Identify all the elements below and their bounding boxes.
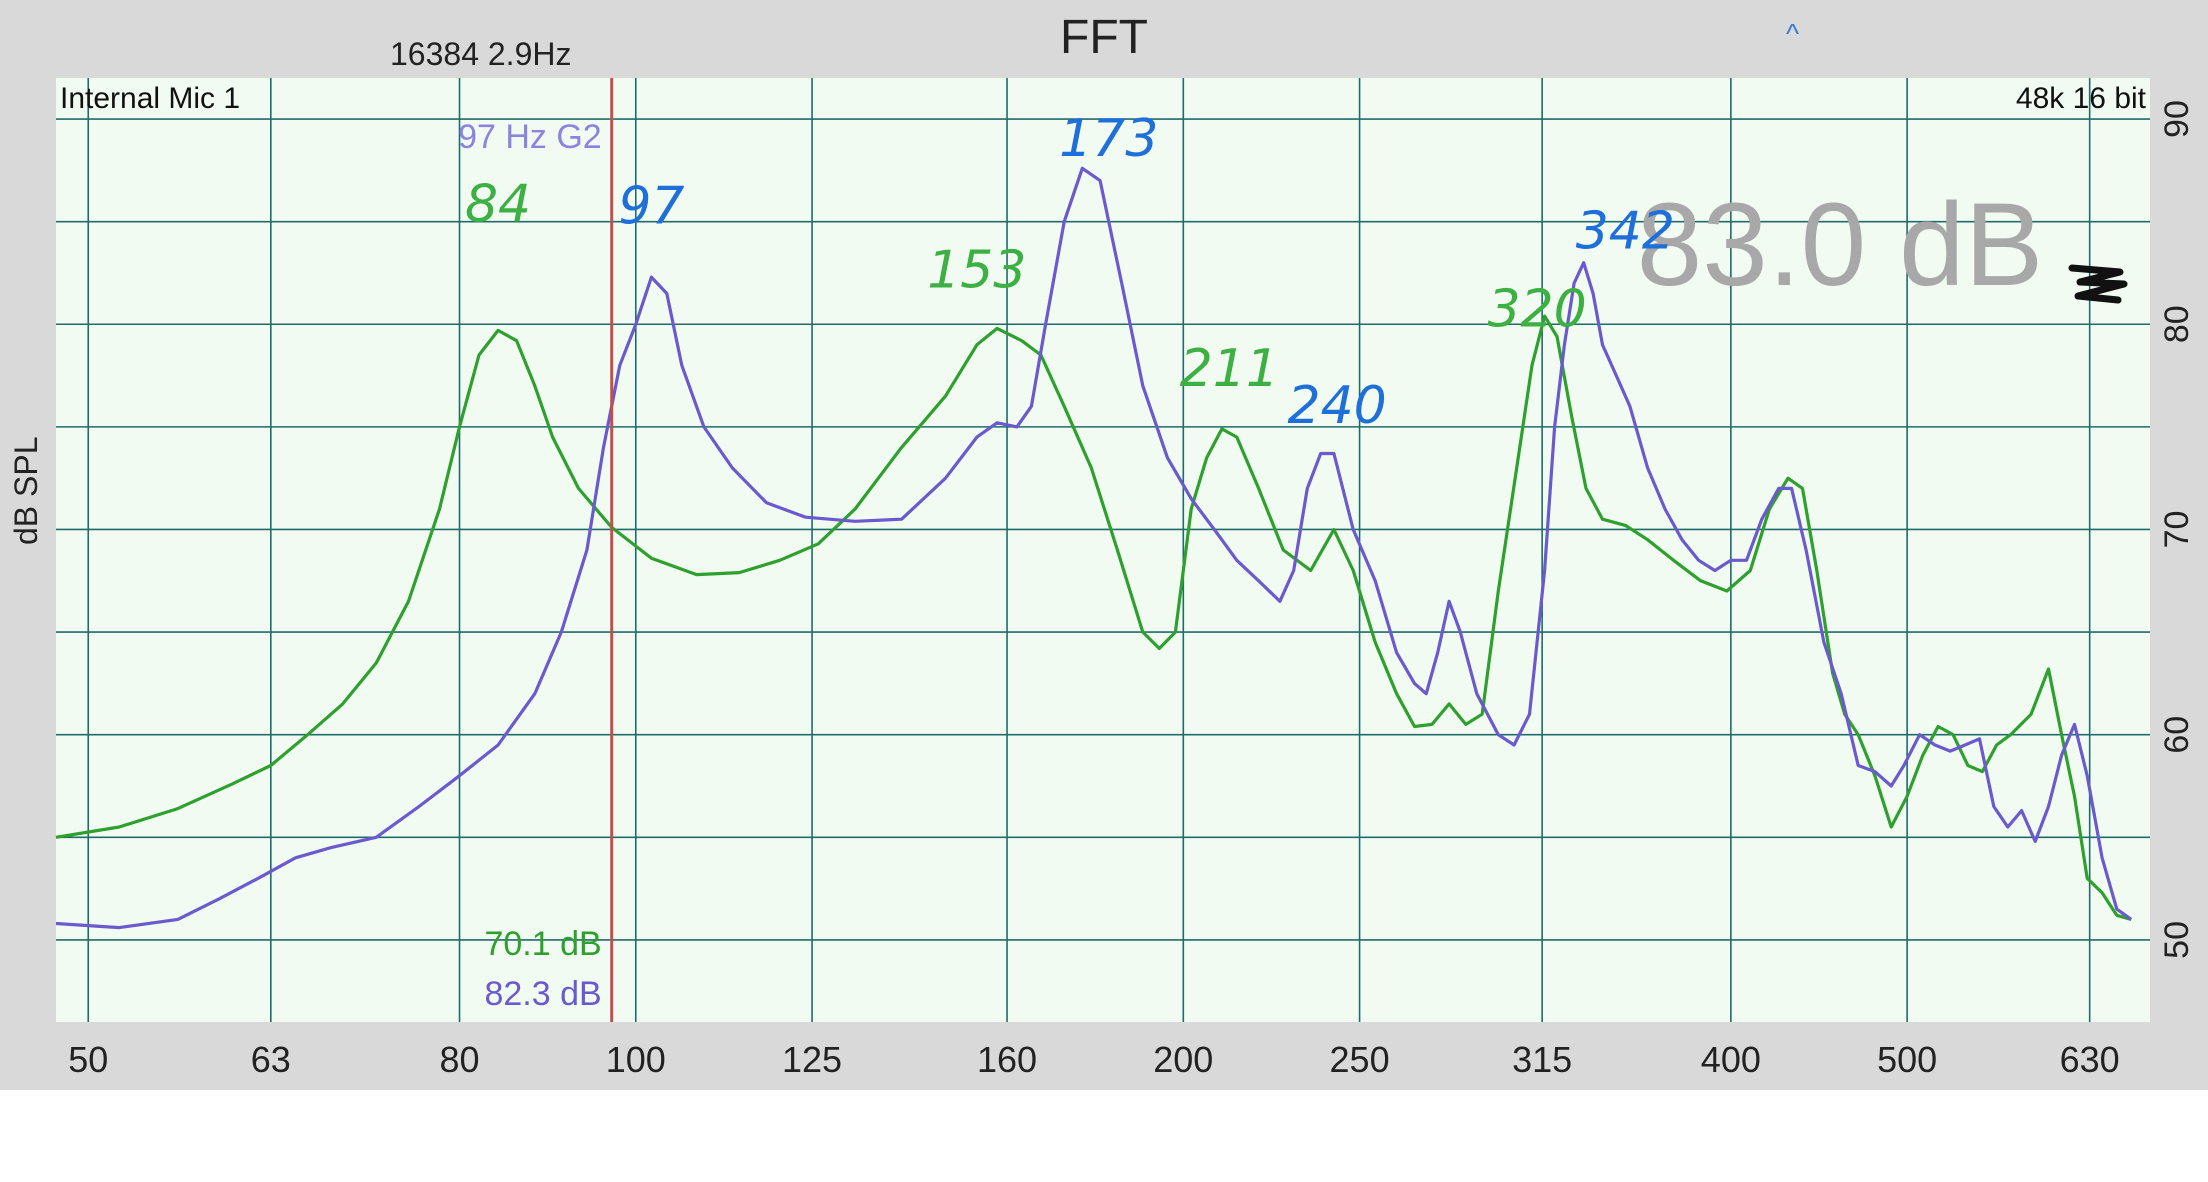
x-tick-label: 200 xyxy=(1153,1039,1213,1080)
cursor-value-green: 70.1 dB xyxy=(484,925,601,963)
x-tick-label: 315 xyxy=(1512,1039,1572,1080)
x-tick-label: 100 xyxy=(606,1039,666,1080)
x-tick-label: 50 xyxy=(68,1039,108,1080)
peak-annotation: 342 xyxy=(1576,201,1675,261)
x-tick-label: 63 xyxy=(251,1039,291,1080)
plot-area[interactable] xyxy=(56,78,2150,1022)
x-tick-label: 160 xyxy=(977,1039,1037,1080)
scribble-mark xyxy=(2068,264,2128,304)
series-line-1 xyxy=(55,314,2132,921)
peak-annotation: 240 xyxy=(1288,376,1387,436)
y-tick-label: 50 xyxy=(2158,921,2196,959)
x-tick-label: 500 xyxy=(1877,1039,1937,1080)
peak-annotation: 84 xyxy=(465,175,531,235)
format-label: 48k 16 bit xyxy=(2016,82,2147,115)
peak-annotation: 97 xyxy=(618,177,684,237)
peak-annotation: 173 xyxy=(1059,109,1158,169)
input-label: Internal Mic 1 xyxy=(60,82,240,115)
y-tick-label: 90 xyxy=(2158,100,2196,138)
x-tick-label: 250 xyxy=(1330,1039,1390,1080)
peak-annotation: 211 xyxy=(1180,339,1279,399)
y-tick-label: 60 xyxy=(2158,716,2196,754)
x-tick-label: 125 xyxy=(782,1039,842,1080)
peak-annotation: 320 xyxy=(1487,279,1586,339)
x-tick-label: 80 xyxy=(439,1039,479,1080)
peak-annotation: 153 xyxy=(927,240,1026,300)
cursor-frequency-label: 97 Hz G2 xyxy=(458,118,602,156)
x-tick-label: 400 xyxy=(1701,1039,1761,1080)
collapse-caret-icon[interactable]: ^ xyxy=(1786,18,1800,49)
x-tick-label: 630 xyxy=(2060,1039,2120,1080)
series-line-2 xyxy=(55,166,2133,930)
y-tick-label: 80 xyxy=(2158,305,2196,343)
cursor-value-blue: 82.3 dB xyxy=(484,975,601,1013)
fft-resolution-label: 16384 2.9Hz xyxy=(390,36,572,72)
y-tick-label: 70 xyxy=(2158,511,2196,549)
level-readout: 83.0 dB xyxy=(1637,179,2044,311)
window-title: FFT xyxy=(1060,11,1148,64)
